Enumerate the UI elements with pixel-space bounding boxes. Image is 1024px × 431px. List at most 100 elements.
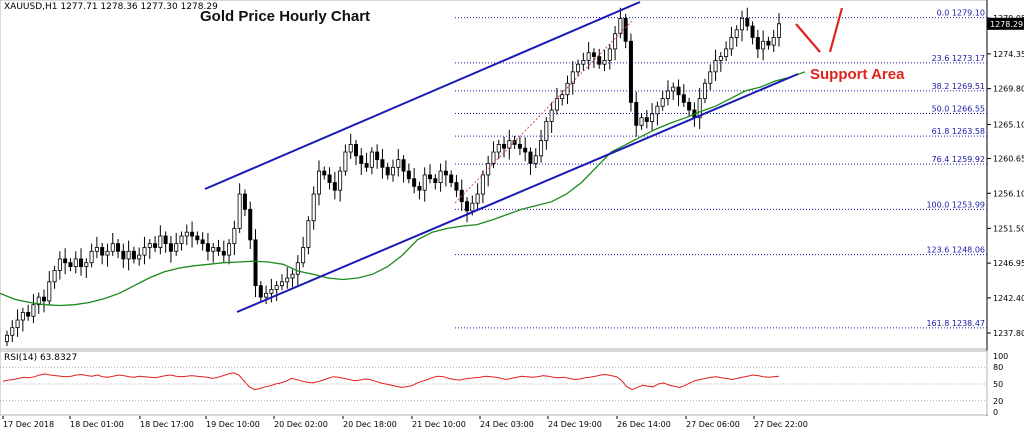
candle-body bbox=[68, 262, 73, 267]
candle-body bbox=[20, 311, 25, 321]
candle-body bbox=[496, 143, 501, 153]
candle-body bbox=[131, 250, 136, 260]
fib-level-label: 76.4 1259.92 bbox=[932, 155, 985, 164]
candle-body bbox=[179, 235, 184, 245]
candle-body bbox=[84, 262, 89, 267]
candle-body bbox=[671, 86, 676, 92]
candle-body bbox=[205, 243, 210, 252]
main-panel: 0.0 1279.10 23.6 1273.17 38.2 1269.51 50.0 … bbox=[0, 0, 1024, 416]
rsi-line bbox=[2, 372, 780, 391]
candle-body bbox=[570, 71, 575, 84]
candle-body bbox=[586, 52, 591, 61]
candle-body bbox=[94, 247, 99, 252]
price-tick-label: 1256.10 bbox=[993, 189, 1024, 198]
candle-body bbox=[100, 247, 105, 256]
rsi-tick-label: 0 bbox=[993, 408, 998, 417]
candle-body bbox=[533, 155, 538, 164]
candle-body bbox=[163, 235, 168, 245]
candle-body bbox=[322, 170, 327, 176]
candle-body bbox=[613, 33, 618, 50]
candle-body bbox=[739, 17, 744, 31]
current-price-box bbox=[987, 17, 1024, 30]
candle-body bbox=[443, 170, 448, 176]
candle-body bbox=[687, 101, 692, 111]
rsi-label: RSI(14) 63.8327 bbox=[4, 353, 78, 363]
candle-body bbox=[353, 143, 358, 157]
fib-swing-line bbox=[454, 19, 634, 204]
fib-level-label: 100.0 1253.99 bbox=[926, 200, 985, 209]
fib-level-label: 123.6 1248.06 bbox=[926, 246, 985, 255]
candle-body bbox=[285, 277, 290, 283]
candle-body bbox=[480, 174, 485, 195]
time-tick-label: 27 Dec 06:00 bbox=[686, 420, 740, 429]
candle-body bbox=[364, 163, 369, 168]
candle-body bbox=[581, 59, 586, 65]
price-tick-label: 1237.80 bbox=[993, 329, 1024, 338]
candle-body bbox=[237, 193, 242, 229]
candle-body bbox=[5, 334, 10, 342]
price-axis: 1279.051274.351269.801265.101260.651256.… bbox=[987, 14, 1024, 338]
fib-level-label: 23.6 1273.17 bbox=[932, 54, 985, 63]
time-tick-label: 24 Dec 19:00 bbox=[548, 420, 602, 429]
price-tick-label: 1251.50 bbox=[993, 224, 1024, 233]
candle-body bbox=[232, 227, 237, 245]
rsi-panel: 100 80 50 20 0 bbox=[0, 350, 1008, 417]
candle-body bbox=[190, 231, 195, 237]
candle-body bbox=[486, 163, 491, 176]
price-tick-label: 1274.35 bbox=[993, 50, 1024, 59]
candle-body bbox=[454, 182, 459, 191]
time-tick-label: 24 Dec 03:00 bbox=[480, 420, 534, 429]
candle-body bbox=[549, 109, 554, 122]
price-tick-label: 1242.40 bbox=[993, 294, 1024, 303]
candle-body bbox=[195, 235, 200, 241]
fib-level-label: 0.0 1279.10 bbox=[937, 9, 985, 18]
candle-body bbox=[242, 193, 247, 210]
candle-body bbox=[507, 140, 512, 149]
current-price-label: 1278.29 bbox=[990, 20, 1023, 29]
candle-body bbox=[528, 151, 533, 164]
price-tick-label: 1265.10 bbox=[993, 121, 1024, 130]
candle-body bbox=[216, 247, 221, 252]
candle-body bbox=[63, 258, 68, 264]
rsi-series bbox=[2, 372, 780, 391]
candle-body bbox=[523, 147, 528, 153]
candle-body bbox=[311, 193, 316, 222]
candle-body bbox=[702, 82, 707, 99]
candle-body bbox=[369, 151, 374, 168]
candle-body bbox=[660, 98, 665, 107]
candle-body bbox=[47, 281, 52, 302]
candle-body bbox=[396, 159, 401, 168]
candle-body bbox=[554, 98, 559, 111]
candle-body bbox=[449, 174, 454, 183]
candle-body bbox=[655, 105, 660, 115]
fibonacci-levels: 0.0 1279.10 23.6 1273.17 38.2 1269.51 50.0 … bbox=[455, 9, 987, 329]
candle-body bbox=[676, 86, 681, 96]
candle-body bbox=[184, 231, 189, 237]
candle-body bbox=[750, 25, 755, 38]
time-tick-label: 20 Dec 02:00 bbox=[274, 420, 328, 429]
candle-body bbox=[390, 166, 395, 176]
candle-body bbox=[777, 23, 782, 38]
candle-body bbox=[227, 243, 232, 256]
time-tick-label: 18 Dec 01:00 bbox=[70, 420, 124, 429]
projection-arrow bbox=[828, 7, 844, 53]
candle-body bbox=[42, 296, 47, 302]
projection-arrow bbox=[795, 23, 821, 53]
time-tick-label: 20 Dec 18:00 bbox=[343, 420, 397, 429]
price-tick-label: 1260.65 bbox=[993, 155, 1024, 164]
candle-body bbox=[290, 273, 295, 279]
candle-body bbox=[502, 143, 507, 149]
time-tick-label: 19 Dec 10:00 bbox=[206, 420, 260, 429]
candle-body bbox=[31, 304, 36, 317]
candle-body bbox=[295, 262, 300, 275]
candle-body bbox=[121, 250, 126, 260]
candle-body bbox=[628, 40, 633, 103]
candle-body bbox=[512, 140, 517, 145]
candle-body bbox=[729, 37, 734, 50]
time-tick-label: 27 Dec 22:00 bbox=[754, 420, 808, 429]
candle-body bbox=[422, 174, 427, 191]
rsi-grid bbox=[0, 366, 987, 402]
candle-body bbox=[623, 17, 628, 42]
candle-body bbox=[745, 17, 750, 27]
candle-body bbox=[591, 52, 596, 57]
